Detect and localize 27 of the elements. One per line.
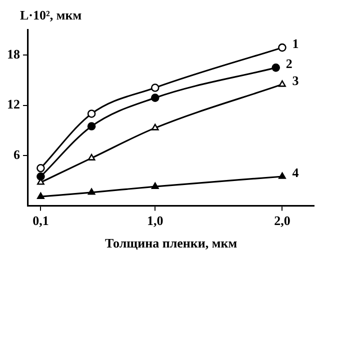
- series-label: 1: [292, 36, 299, 51]
- point: [87, 110, 96, 118]
- y-tick-label: 18: [7, 46, 20, 62]
- point: [150, 94, 160, 102]
- series-label: 2: [286, 56, 292, 72]
- point: [150, 84, 160, 92]
- x-tick-label: 0,1: [32, 212, 49, 228]
- y-tick-label: 6: [14, 146, 20, 162]
- point: [278, 172, 286, 179]
- series-label: 3: [292, 72, 300, 88]
- point: [278, 43, 286, 52]
- point: [36, 164, 45, 172]
- point: [88, 154, 96, 160]
- y-tick-label: 12: [7, 96, 20, 112]
- x-tick-label: 2,0: [274, 212, 290, 228]
- x-tick-label: 1,0: [146, 212, 164, 228]
- point: [36, 172, 45, 181]
- x-axis-title: Толщина пленки, мкм: [104, 236, 238, 251]
- point: [272, 64, 280, 72]
- point: [88, 188, 96, 195]
- y-axis-title: L·10², мкм: [20, 7, 82, 22]
- point: [151, 182, 159, 189]
- point: [87, 122, 96, 130]
- point: [37, 192, 44, 199]
- series-label: 4: [292, 164, 300, 180]
- point: [278, 80, 286, 87]
- point: [151, 124, 159, 130]
